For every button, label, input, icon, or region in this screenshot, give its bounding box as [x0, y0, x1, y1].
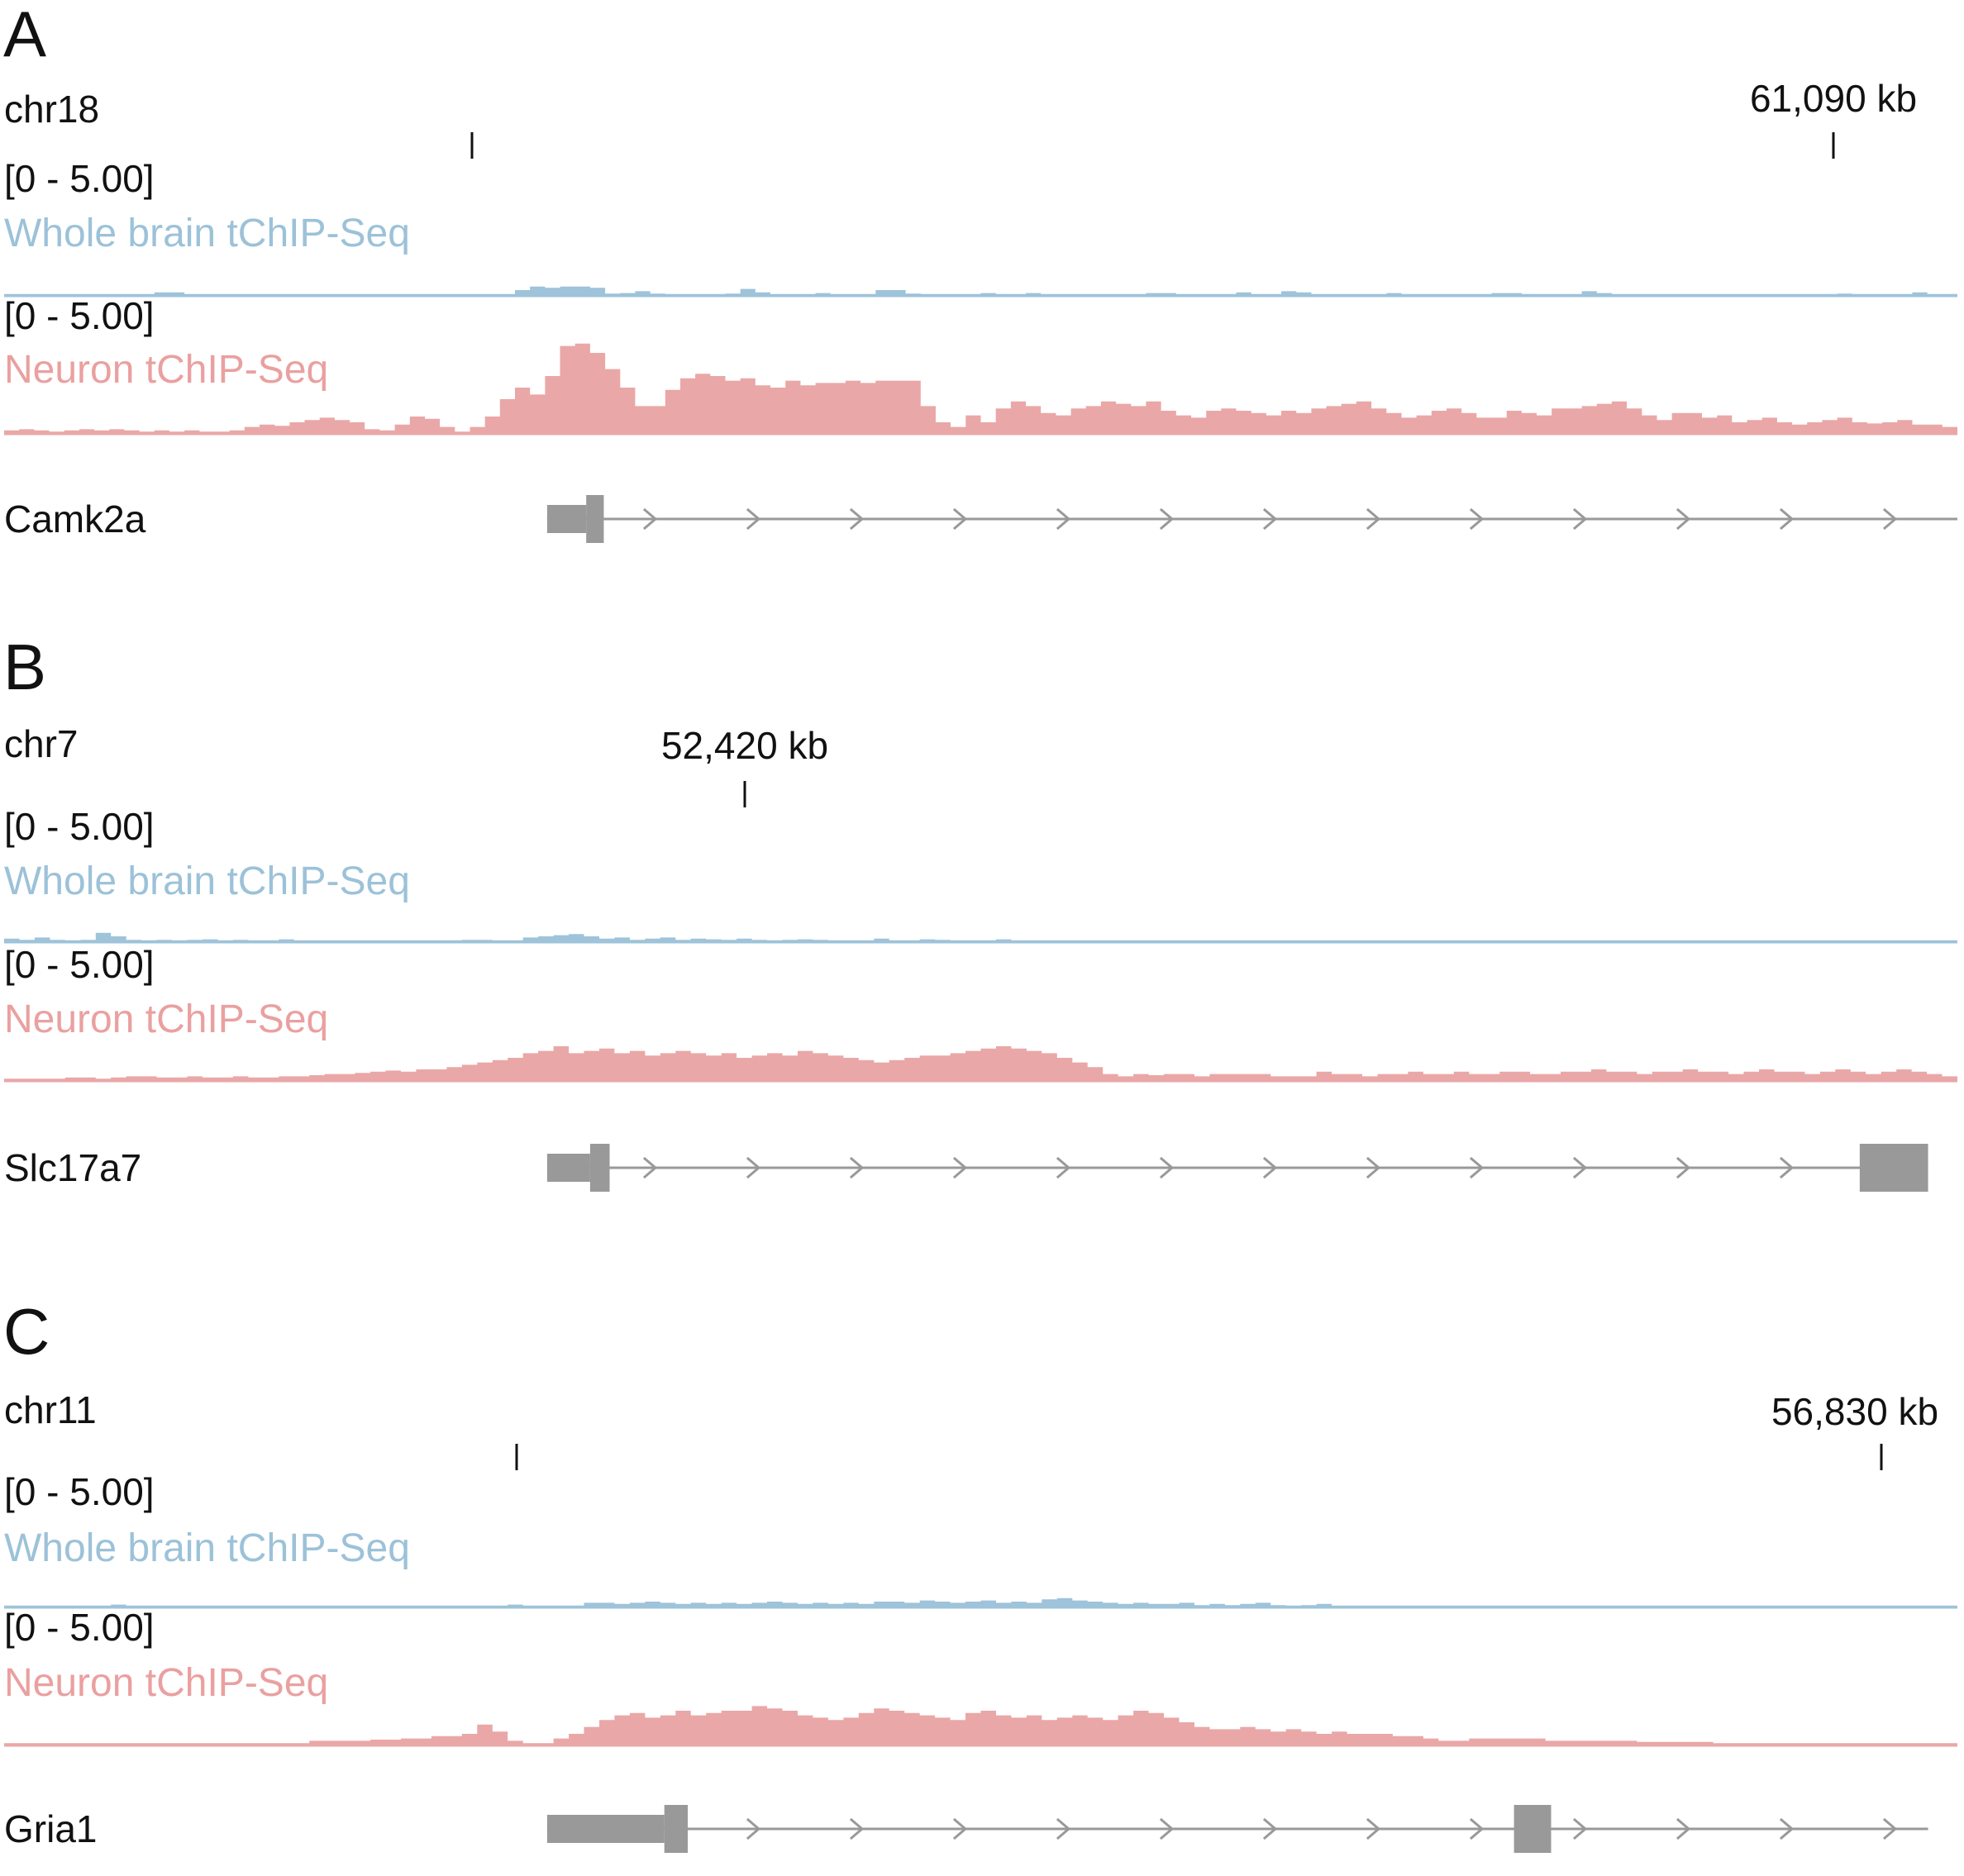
strand-chevron	[1469, 507, 1485, 531]
strand-chevron	[1779, 1156, 1795, 1179]
strand-chevron	[1262, 1156, 1278, 1179]
track-range-label: [0 - 5.00]	[4, 157, 155, 200]
track-name: Whole brain tChIP-Seq	[4, 1526, 410, 1570]
strand-chevron	[1882, 507, 1898, 531]
strand-chevron	[1262, 1817, 1278, 1840]
strand-chevron	[1159, 1156, 1175, 1179]
strand-chevron	[642, 507, 658, 531]
gene-exon-block	[664, 1805, 689, 1853]
strand-chevron	[1056, 1817, 1071, 1840]
coverage-area	[4, 932, 1957, 942]
strand-chevron	[952, 507, 968, 531]
whole-brain-track: [0 - 5.00] Whole brain tChIP-Seq	[4, 157, 1957, 298]
gene-utr-block	[546, 505, 587, 533]
strand-chevron	[1366, 1817, 1381, 1840]
neuron-track: [0 - 5.00] Neuron tChIP-Seq	[4, 1606, 1957, 1747]
coverage-area	[4, 1046, 1957, 1081]
track-range-label: [0 - 5.00]	[4, 943, 155, 986]
strand-chevron	[849, 1817, 865, 1840]
track-name: Neuron tChIP-Seq	[4, 1661, 328, 1705]
strand-chevron	[1159, 507, 1175, 531]
strand-chevron	[952, 1817, 968, 1840]
whole-brain-track: [0 - 5.00] Whole brain tChIP-Seq	[4, 805, 1957, 944]
neuron-track: [0 - 5.00] Neuron tChIP-Seq	[4, 943, 1957, 1083]
strand-chevron	[1262, 507, 1278, 531]
neuron-track: [0 - 5.00] Neuron tChIP-Seq	[4, 294, 1957, 436]
strand-chevron	[1469, 1156, 1485, 1179]
strand-chevron	[1572, 1156, 1588, 1179]
strand-chevron	[1572, 1817, 1588, 1840]
gene-name: Slc17a7	[4, 1146, 141, 1189]
gene-track: Gria1	[4, 1805, 1928, 1853]
strand-chevron	[1779, 1817, 1795, 1840]
gene-track: Slc17a7	[4, 1144, 1928, 1192]
strand-chevron	[1469, 1817, 1485, 1840]
coverage-area	[4, 1706, 1957, 1745]
track-range-label: [0 - 5.00]	[4, 1470, 155, 1513]
gene-name: Camk2a	[4, 498, 146, 540]
coverage-area	[4, 286, 1957, 296]
strand-chevron	[1572, 507, 1588, 531]
gene-exon-block	[1514, 1805, 1552, 1853]
strand-chevron	[1056, 507, 1071, 531]
strand-chevron	[1676, 507, 1691, 531]
chromosome-label: chr7	[4, 722, 78, 765]
gene-exon-block	[1859, 1144, 1928, 1192]
whole-brain-track: [0 - 5.00] Whole brain tChIP-Seq	[4, 1470, 1957, 1609]
track-name: Neuron tChIP-Seq	[4, 348, 328, 392]
strand-chevron	[1882, 1817, 1898, 1840]
strand-chevron	[952, 1156, 968, 1179]
panel-letter: A	[3, 0, 46, 70]
strand-chevron	[1676, 1156, 1691, 1179]
strand-chevron	[1366, 507, 1381, 531]
coverage-area	[4, 343, 1957, 434]
gene-track: Camk2a	[4, 495, 1957, 543]
gene-exon-block	[589, 1144, 610, 1192]
chromosome-label: chr11	[4, 1388, 97, 1431]
strand-chevron	[746, 1817, 761, 1840]
gene-exon-block	[586, 495, 604, 543]
strand-chevron	[1366, 1156, 1381, 1179]
strand-chevron	[1056, 1156, 1071, 1179]
coverage-area	[4, 1597, 1957, 1607]
track-name: Whole brain tChIP-Seq	[4, 212, 410, 255]
strand-chevron	[1779, 507, 1795, 531]
strand-chevron	[1676, 1817, 1691, 1840]
position-label: 56,830 kb	[1771, 1390, 1938, 1433]
gene-name: Gria1	[4, 1807, 97, 1850]
strand-chevron	[642, 1156, 658, 1179]
strand-chevron	[849, 1156, 865, 1179]
track-range-label: [0 - 5.00]	[4, 1606, 155, 1649]
track-name: Whole brain tChIP-Seq	[4, 859, 410, 903]
gene-utr-block	[546, 1154, 590, 1182]
strand-chevron	[849, 507, 865, 531]
strand-chevron	[1159, 1817, 1175, 1840]
strand-chevron	[746, 507, 761, 531]
panel-letter: B	[3, 631, 46, 703]
chromosome-label: chr18	[4, 88, 99, 131]
gene-utr-block	[546, 1815, 665, 1843]
track-range-label: [0 - 5.00]	[4, 805, 155, 848]
track-name: Neuron tChIP-Seq	[4, 998, 328, 1041]
track-range-label: [0 - 5.00]	[4, 294, 155, 337]
position-label: 61,090 kb	[1750, 77, 1917, 120]
position-label: 52,420 kb	[661, 724, 828, 767]
strand-chevron	[746, 1156, 761, 1179]
panel-letter: C	[3, 1295, 50, 1368]
